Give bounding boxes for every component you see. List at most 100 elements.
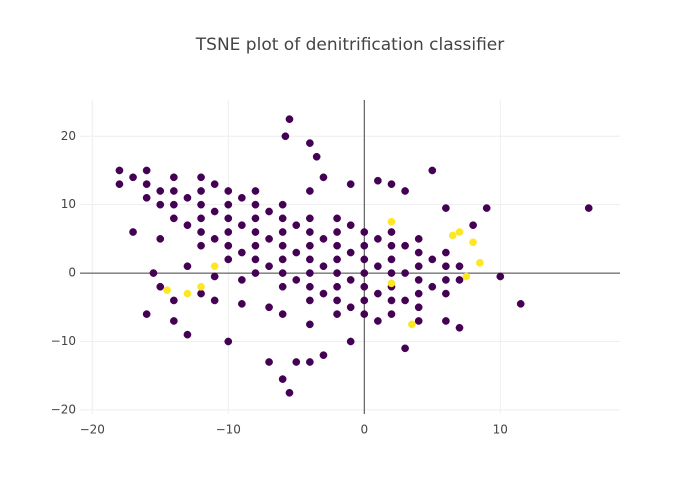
point bbox=[414, 276, 423, 284]
point bbox=[210, 296, 219, 305]
point bbox=[414, 262, 423, 271]
point bbox=[387, 296, 396, 305]
point bbox=[387, 228, 396, 236]
point bbox=[496, 272, 505, 281]
point bbox=[210, 262, 219, 271]
point bbox=[414, 289, 423, 298]
point bbox=[306, 320, 314, 329]
point bbox=[428, 166, 437, 175]
point bbox=[401, 344, 409, 353]
point bbox=[149, 269, 158, 277]
point bbox=[319, 173, 328, 182]
point bbox=[265, 207, 273, 216]
point bbox=[476, 258, 484, 267]
point bbox=[292, 248, 301, 257]
point bbox=[374, 262, 382, 271]
point bbox=[387, 241, 396, 250]
point bbox=[306, 269, 314, 277]
point bbox=[333, 310, 341, 318]
point bbox=[387, 255, 396, 264]
point bbox=[238, 300, 246, 308]
point bbox=[170, 200, 178, 209]
point bbox=[142, 310, 151, 318]
point bbox=[448, 231, 457, 240]
point bbox=[455, 228, 464, 236]
point bbox=[278, 375, 287, 383]
point bbox=[292, 358, 301, 366]
point bbox=[156, 282, 165, 291]
point bbox=[278, 269, 287, 277]
point bbox=[265, 358, 273, 366]
point bbox=[183, 221, 192, 230]
point bbox=[238, 248, 246, 257]
point bbox=[319, 235, 328, 243]
point bbox=[374, 289, 382, 298]
point bbox=[333, 228, 341, 236]
point bbox=[319, 289, 328, 298]
point bbox=[428, 255, 437, 264]
point bbox=[442, 317, 450, 325]
point bbox=[278, 241, 287, 250]
point bbox=[278, 214, 287, 223]
chart-title: TSNE plot of denitrification classifier bbox=[195, 35, 504, 55]
point bbox=[442, 204, 450, 212]
point bbox=[401, 296, 409, 305]
point bbox=[387, 217, 396, 226]
point bbox=[401, 269, 409, 277]
point bbox=[224, 200, 233, 209]
point bbox=[278, 200, 287, 209]
point bbox=[281, 132, 290, 141]
point bbox=[183, 262, 192, 271]
point bbox=[306, 187, 314, 195]
point bbox=[224, 214, 233, 223]
point bbox=[306, 296, 314, 305]
point bbox=[197, 187, 205, 195]
point bbox=[197, 241, 205, 250]
y-tick-label: 10 bbox=[61, 197, 76, 211]
point bbox=[414, 317, 423, 325]
point bbox=[346, 248, 355, 257]
y-tick-label: 20 bbox=[61, 129, 76, 143]
point bbox=[183, 330, 192, 339]
point bbox=[251, 241, 260, 250]
point bbox=[224, 228, 233, 236]
point bbox=[462, 272, 471, 281]
point bbox=[251, 228, 260, 236]
point bbox=[251, 187, 260, 195]
point bbox=[197, 200, 205, 209]
point bbox=[278, 310, 287, 318]
point bbox=[115, 166, 124, 175]
point bbox=[142, 193, 151, 202]
point bbox=[170, 317, 178, 325]
point bbox=[306, 358, 314, 366]
y-tick-label: −20 bbox=[51, 402, 76, 416]
point bbox=[414, 303, 423, 312]
point bbox=[142, 180, 151, 188]
x-tick-label: −20 bbox=[80, 423, 105, 437]
x-tick-label: 0 bbox=[360, 423, 368, 437]
point bbox=[442, 248, 450, 257]
point bbox=[360, 228, 369, 236]
point bbox=[442, 289, 450, 298]
point bbox=[224, 337, 233, 346]
point bbox=[387, 279, 396, 288]
point bbox=[306, 241, 314, 250]
point bbox=[224, 187, 233, 195]
point bbox=[516, 300, 525, 308]
x-tick-label: −10 bbox=[216, 423, 241, 437]
point bbox=[224, 255, 233, 264]
point bbox=[163, 286, 171, 295]
point bbox=[333, 214, 341, 223]
point bbox=[197, 173, 205, 182]
point bbox=[442, 262, 450, 271]
point bbox=[170, 214, 178, 223]
point bbox=[197, 289, 205, 298]
point bbox=[183, 289, 192, 298]
point bbox=[306, 228, 314, 236]
y-tick-label: −10 bbox=[51, 334, 76, 348]
point bbox=[387, 310, 396, 318]
point bbox=[238, 276, 246, 284]
point bbox=[115, 180, 124, 188]
point bbox=[285, 388, 294, 397]
point bbox=[292, 221, 301, 230]
